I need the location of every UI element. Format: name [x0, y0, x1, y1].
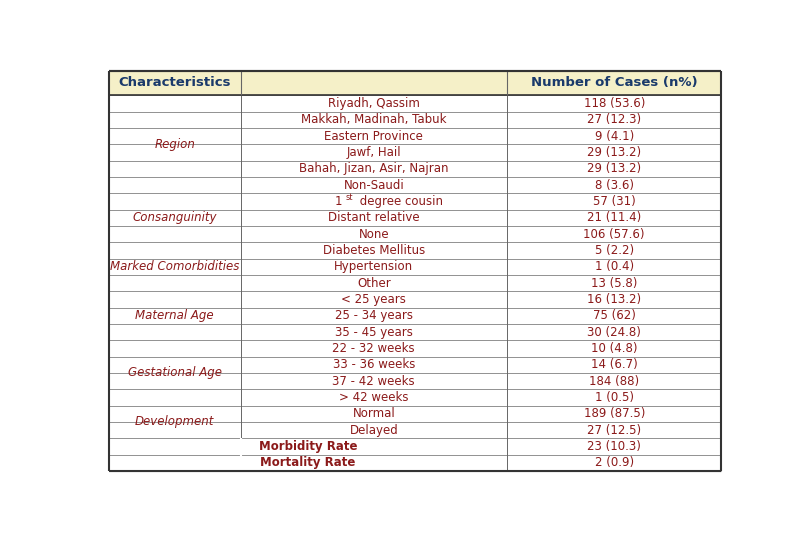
Text: 2 (0.9): 2 (0.9): [595, 456, 633, 469]
Text: 14 (6.7): 14 (6.7): [590, 358, 637, 371]
Bar: [109, 422, 722, 438]
Text: 1: 1: [335, 195, 343, 208]
Bar: [109, 144, 722, 161]
Bar: [109, 71, 722, 95]
Bar: [109, 373, 722, 389]
Text: 1 (0.4): 1 (0.4): [595, 260, 633, 273]
Bar: [109, 161, 722, 177]
Bar: [109, 438, 722, 455]
Bar: [109, 275, 722, 291]
Text: 33 - 36 weeks: 33 - 36 weeks: [333, 358, 415, 371]
Text: 29 (13.2): 29 (13.2): [587, 162, 642, 175]
Bar: [109, 111, 722, 128]
Bar: [109, 356, 722, 373]
Text: Distant relative: Distant relative: [328, 211, 420, 224]
Text: 13 (5.8): 13 (5.8): [591, 277, 637, 289]
Text: Eastern Province: Eastern Province: [324, 130, 423, 143]
Text: 189 (87.5): 189 (87.5): [583, 407, 645, 420]
Text: Characteristics: Characteristics: [118, 77, 231, 90]
Text: < 25 years: < 25 years: [341, 293, 406, 306]
Bar: [109, 95, 722, 111]
Text: Bahah, Jizan, Asir, Najran: Bahah, Jizan, Asir, Najran: [299, 162, 449, 175]
Text: Other: Other: [357, 277, 390, 289]
Bar: [109, 242, 722, 258]
Text: Development: Development: [135, 415, 215, 428]
Text: None: None: [359, 228, 389, 241]
Bar: [109, 308, 722, 324]
Text: 75 (62): 75 (62): [593, 309, 636, 322]
Text: 30 (24.8): 30 (24.8): [587, 325, 642, 339]
Bar: [109, 258, 722, 275]
Text: 184 (88): 184 (88): [589, 375, 639, 388]
Text: 35 - 45 years: 35 - 45 years: [335, 325, 413, 339]
Text: Region: Region: [154, 138, 195, 151]
Text: 16 (13.2): 16 (13.2): [587, 293, 642, 306]
Text: Makkah, Madinah, Tabuk: Makkah, Madinah, Tabuk: [301, 113, 446, 126]
Bar: [109, 455, 722, 471]
Bar: [109, 226, 722, 242]
Bar: [109, 177, 722, 193]
Text: Number of Cases (n%): Number of Cases (n%): [531, 77, 697, 90]
Bar: [109, 340, 722, 356]
Text: 37 - 42 weeks: 37 - 42 weeks: [332, 375, 415, 388]
Text: Diabetes Mellitus: Diabetes Mellitus: [322, 244, 425, 257]
Bar: [109, 406, 722, 422]
Bar: [109, 291, 722, 308]
Text: 5 (2.2): 5 (2.2): [595, 244, 633, 257]
Text: 21 (11.4): 21 (11.4): [587, 211, 642, 224]
Text: Jawf, Hail: Jawf, Hail: [347, 146, 401, 159]
Text: 106 (57.6): 106 (57.6): [583, 228, 645, 241]
Text: 9 (4.1): 9 (4.1): [595, 130, 634, 143]
Bar: [109, 324, 722, 340]
Text: Marked Comorbidities: Marked Comorbidities: [110, 260, 239, 273]
Text: 10 (4.8): 10 (4.8): [591, 342, 637, 355]
Text: 57 (31): 57 (31): [593, 195, 636, 208]
Text: > 42 weeks: > 42 weeks: [339, 391, 408, 404]
Text: Riyadh, Qassim: Riyadh, Qassim: [328, 97, 420, 110]
Text: Maternal Age: Maternal Age: [135, 309, 214, 322]
Text: degree cousin: degree cousin: [356, 195, 443, 208]
Text: Non-Saudi: Non-Saudi: [343, 178, 404, 192]
Text: Delayed: Delayed: [349, 423, 399, 436]
Text: 22 - 32 weeks: 22 - 32 weeks: [332, 342, 415, 355]
Text: 25 - 34 years: 25 - 34 years: [335, 309, 413, 322]
Text: 29 (13.2): 29 (13.2): [587, 146, 642, 159]
Text: Consanguinity: Consanguinity: [132, 211, 217, 224]
Text: 118 (53.6): 118 (53.6): [583, 97, 645, 110]
Text: 27 (12.3): 27 (12.3): [587, 113, 642, 126]
Bar: [109, 210, 722, 226]
Text: 27 (12.5): 27 (12.5): [587, 423, 642, 436]
Text: Normal: Normal: [352, 407, 395, 420]
Text: Hypertension: Hypertension: [335, 260, 413, 273]
Text: Mortality Rate: Mortality Rate: [260, 456, 356, 469]
Text: st: st: [346, 193, 353, 202]
Bar: [109, 389, 722, 406]
Text: Gestational Age: Gestational Age: [128, 367, 222, 379]
Bar: [109, 193, 722, 210]
Text: Morbidity Rate: Morbidity Rate: [258, 440, 357, 453]
Text: 1 (0.5): 1 (0.5): [595, 391, 633, 404]
Bar: [109, 128, 722, 144]
Text: 8 (3.6): 8 (3.6): [595, 178, 633, 192]
Text: 23 (10.3): 23 (10.3): [587, 440, 642, 453]
